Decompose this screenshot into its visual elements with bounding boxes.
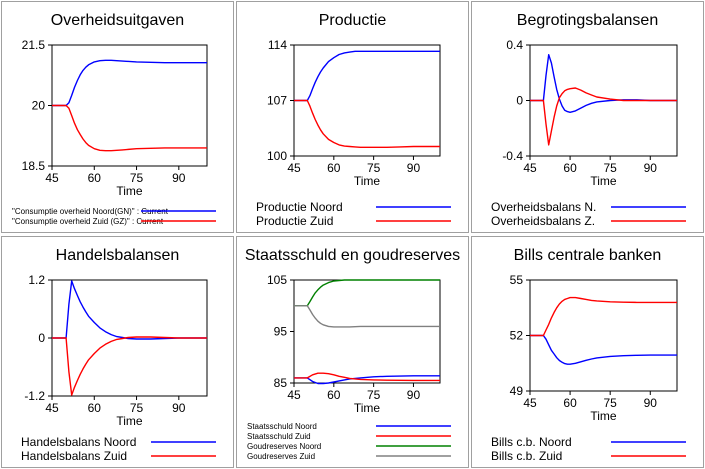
x-tick-label: 60 bbox=[88, 171, 102, 185]
y-tick-label: 20 bbox=[32, 99, 46, 113]
series-line-2 bbox=[52, 104, 207, 152]
y-tick-label: 18.5 bbox=[22, 159, 46, 173]
series-line-2 bbox=[52, 336, 207, 396]
x-tick-label: 45 bbox=[287, 388, 301, 402]
x-tick-label: 45 bbox=[287, 161, 301, 175]
panel-border bbox=[471, 1, 704, 233]
series-line-1 bbox=[294, 50, 440, 102]
chart-panel-4: Handelsbalansen 1.2 0 -1.245 60 75 90 Time Hande… bbox=[1, 236, 234, 468]
x-tick-label: 45 bbox=[45, 401, 59, 415]
x-tick-label: 75 bbox=[367, 161, 381, 175]
legend-label: Productie Zuid bbox=[256, 214, 333, 228]
y-tick-label: 114 bbox=[268, 38, 287, 52]
x-tick-label: 90 bbox=[172, 171, 186, 185]
x-tick-label: 75 bbox=[367, 388, 381, 402]
legend-label: Staatsschuld Zuid bbox=[247, 432, 311, 441]
series-line-1 bbox=[530, 334, 677, 365]
series-line-2 bbox=[294, 99, 440, 148]
chart-title: Begrotingsbalansen bbox=[517, 12, 658, 29]
x-tick-label: 60 bbox=[563, 396, 577, 410]
series-line-2 bbox=[294, 372, 440, 382]
series-line-3 bbox=[294, 279, 440, 307]
x-tick-label: 60 bbox=[563, 161, 577, 175]
y-tick-label: 52 bbox=[510, 329, 524, 343]
x-tick-label: 75 bbox=[130, 171, 144, 185]
y-tick-label: 21.5 bbox=[22, 38, 46, 52]
y-tick-label: 1.2 bbox=[28, 273, 45, 287]
y-tick-label: -1.2 bbox=[24, 389, 45, 403]
y-tick-label: 49 bbox=[510, 384, 524, 398]
chart-title: Staatsschuld en goudreserves bbox=[245, 247, 460, 264]
legend-label: Productie Noord bbox=[256, 200, 343, 214]
series-line-2 bbox=[530, 87, 677, 146]
legend-label: Overheidsbalans Z. bbox=[491, 214, 595, 228]
legend-label: Overheidsbalans N. bbox=[491, 200, 596, 214]
x-tick-label: 45 bbox=[45, 171, 59, 185]
x-axis-label: Time bbox=[590, 174, 617, 188]
panel-border bbox=[1, 1, 234, 233]
panel-border bbox=[236, 236, 469, 468]
legend-label: Goudreserves Zuid bbox=[247, 452, 315, 461]
x-tick-label: 90 bbox=[407, 161, 421, 175]
chart-panel-1: Overheidsuitgaven 21.5 20 18.545 60 75 90 Time "… bbox=[1, 1, 234, 233]
x-tick-label: 90 bbox=[172, 401, 186, 415]
y-tick-label: -0.4 bbox=[502, 149, 523, 163]
series-line-1 bbox=[52, 280, 207, 340]
y-tick-label: 100 bbox=[267, 149, 287, 163]
panel-border bbox=[236, 1, 469, 233]
panel-border bbox=[1, 236, 234, 468]
x-tick-label: 75 bbox=[604, 161, 618, 175]
y-tick-label: 0 bbox=[38, 331, 45, 345]
series-line-1 bbox=[294, 375, 440, 385]
y-tick-label: 85 bbox=[274, 376, 288, 390]
x-axis-label: Time bbox=[354, 174, 381, 188]
x-tick-label: 60 bbox=[327, 388, 341, 402]
chart-panel-3: Begrotingsbalansen 0.4 0 -0.445 60 75 90 Time Ov… bbox=[471, 1, 704, 233]
legend-label: Goudreserves Noord bbox=[247, 442, 321, 451]
chart-title: Productie bbox=[319, 12, 387, 29]
x-tick-label: 45 bbox=[523, 161, 537, 175]
x-axis-label: Time bbox=[116, 184, 143, 198]
x-tick-label: 90 bbox=[644, 396, 658, 410]
x-axis-label: Time bbox=[590, 409, 617, 423]
chart-title: Bills centrale banken bbox=[514, 247, 662, 264]
legend-label: Bills c.b. Zuid bbox=[491, 449, 562, 463]
legend-label: "Consumptie overheid Zuid (GZ)" : Curren… bbox=[12, 217, 164, 226]
legend-label: Staatsschuld Noord bbox=[247, 422, 317, 431]
chart-title: Overheidsuitgaven bbox=[51, 12, 184, 29]
chart-title: Handelsbalansen bbox=[56, 247, 180, 264]
x-axis-label: Time bbox=[354, 401, 381, 415]
x-axis-label: Time bbox=[116, 414, 143, 428]
x-tick-label: 90 bbox=[644, 161, 658, 175]
legend-label: Handelsbalans Zuid bbox=[21, 449, 127, 463]
y-tick-label: 0.4 bbox=[506, 38, 523, 52]
legend-label: Handelsbalans Noord bbox=[21, 435, 136, 449]
y-tick-label: 95 bbox=[274, 325, 288, 339]
y-tick-label: 0 bbox=[516, 94, 523, 108]
x-tick-label: 60 bbox=[88, 401, 102, 415]
x-tick-label: 75 bbox=[130, 401, 144, 415]
series-line-2 bbox=[530, 296, 677, 337]
panel-border bbox=[471, 236, 704, 468]
y-tick-label: 107 bbox=[267, 94, 287, 108]
series-line-4 bbox=[294, 305, 440, 328]
y-tick-label: 55 bbox=[510, 273, 524, 287]
x-tick-label: 75 bbox=[604, 396, 618, 410]
x-tick-label: 60 bbox=[327, 161, 341, 175]
y-tick-label: 105 bbox=[267, 273, 287, 287]
legend-label: "Consumptie overheid Noord(GN)" : Curren… bbox=[12, 207, 169, 216]
series-line-1 bbox=[52, 59, 207, 107]
legend-label: Bills c.b. Noord bbox=[491, 435, 572, 449]
x-tick-label: 90 bbox=[407, 388, 421, 402]
x-tick-label: 45 bbox=[523, 396, 537, 410]
